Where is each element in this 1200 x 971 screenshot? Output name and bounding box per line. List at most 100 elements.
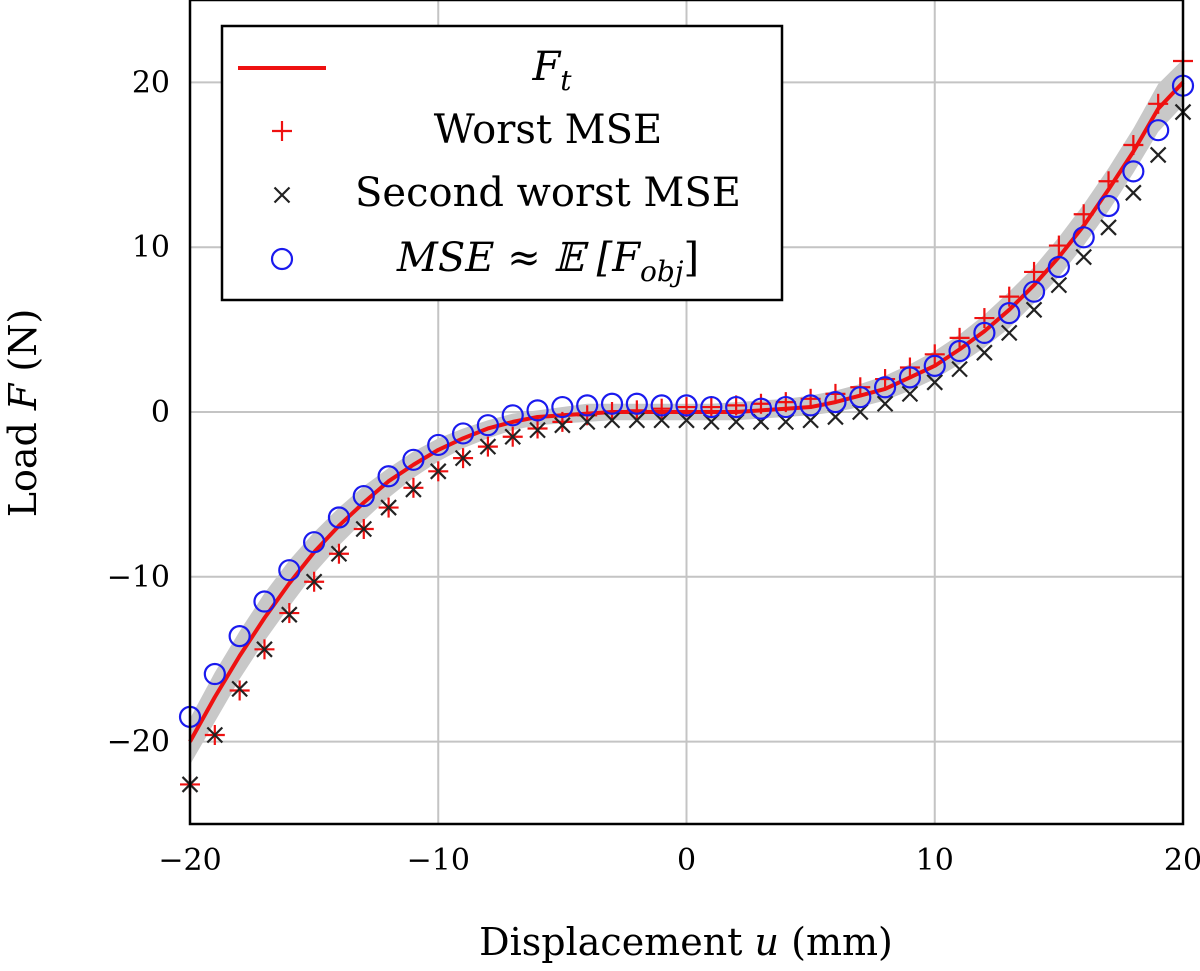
point-mse-expected [1022,280,1046,303]
point-second-worst-mse [578,413,596,431]
point-second-worst-mse [206,726,224,744]
x-tick-label: 0 [677,843,696,878]
point-mse-expected [402,448,425,471]
point-second-worst-mse-b [1025,301,1043,319]
point-mse-expected [973,321,996,344]
point-second-worst-mse [479,438,497,455]
point-second-worst-mse [1149,146,1167,164]
point-worst-mse [701,397,722,418]
legend-swatch-worst [272,121,292,141]
point-second-worst-mse-b [1125,184,1142,202]
point-second-worst-mse-b [479,438,497,455]
plot-series [178,50,1195,795]
point-worst-mse [1073,204,1094,225]
point-second-worst-mse [454,449,472,467]
point-second-worst-mse [1025,301,1043,319]
legend-label-mse-expected: MSE ≈ 𝔼 [Fobj] [396,235,699,288]
point-second-worst-mse-b [578,413,596,431]
point-second-worst-mse [901,385,919,403]
point-second-worst-mse [628,411,646,429]
point-second-worst-mse-b [405,481,422,498]
point-mse-expected [873,376,897,399]
point-second-worst-mse [926,374,944,391]
y-tick-label: −20 [107,725,170,760]
point-mse-expected [824,391,847,414]
legend-label-mse-sub: obj [640,255,684,288]
point-second-worst-mse [876,395,894,413]
point-mse-expected [1072,226,1095,249]
point-second-worst-mse [1100,219,1117,236]
point-worst-mse [229,680,250,701]
legend: Ft Worst MSE Second worst MSE MSE ≈ 𝔼 [F… [220,24,784,302]
legend-label-ft: Ft [531,44,572,97]
point-second-worst-mse-b [454,449,472,467]
point-mse-expected [253,590,276,613]
point-mse-expected [526,399,549,422]
point-second-worst-mse [330,545,348,563]
point-mse-expected [1122,160,1145,183]
legend-swatch-mse-expected [270,247,294,271]
point-second-worst-mse-b [926,374,944,391]
legend-label-ft-main: F [531,44,561,90]
point-mse-expected [799,394,822,417]
point-mse-expected [1147,119,1170,142]
point-mse-expected [600,392,624,415]
point-mse-expected [203,662,226,686]
point-second-worst-mse-b [554,416,571,434]
point-second-worst-mse-b [1000,324,1018,342]
point-mse-expected [700,395,723,419]
point-mse-expected [774,395,797,419]
point-second-worst-mse [976,344,993,361]
legend-label-mse-tail: ] [683,235,699,281]
series-3 [178,74,1195,728]
tick-labels: −20 −10 0 10 20 −20 −10 0 10 20 [107,65,1200,878]
point-mse-expected [1097,194,1120,218]
legend-label-second-worst: Second worst MSE [355,170,741,216]
point-worst-mse [1123,135,1144,156]
point-worst-mse [1024,261,1045,282]
point-mse-expected [303,531,326,554]
x-tick-label: 20 [1164,843,1200,878]
point-second-worst-mse [504,428,522,445]
point-worst-mse [1048,235,1069,256]
x-axis-label-text: Displacement [479,920,742,964]
point-worst-mse [924,344,945,365]
point-mse-expected [476,414,499,437]
point-mse-expected [998,302,1021,325]
y-axis-label-unit: (N) [1,309,45,372]
point-second-worst-mse [380,499,397,516]
point-second-worst-mse [603,411,621,429]
point-mse-expected [675,394,698,417]
point-second-worst-mse [1075,248,1092,266]
point-second-worst-mse-b [529,421,546,439]
point-worst-mse [552,411,573,432]
y-tick-label: 10 [132,230,170,265]
point-worst-mse [974,308,995,329]
point-second-worst-mse [1000,324,1018,342]
plot-frame [188,0,1185,826]
point-second-worst-mse [951,360,968,378]
point-mse-expected [650,394,673,417]
point-mse-expected [898,366,922,389]
point-second-worst-mse [405,481,422,498]
x-axis-label: Displacement u (mm) [479,920,893,964]
point-mse-expected [923,354,946,377]
point-second-worst-mse [256,641,273,658]
point-second-worst-mse-b [901,385,919,403]
point-second-worst-mse [231,680,248,698]
legend-box [220,24,784,302]
point-second-worst-mse [355,520,373,538]
point-second-worst-mse-b [330,545,348,563]
point-second-worst-mse [1050,276,1068,294]
point-mse-expected [327,506,351,529]
point-mse-expected [352,484,375,508]
point-second-worst-mse-b [976,344,993,361]
x-tick-label: −10 [407,843,470,878]
point-second-worst-mse-b [1100,219,1117,236]
legend-marker-cross [273,186,291,204]
point-mse-expected [948,339,971,363]
y-axis-label: Load F (N) [1,309,45,518]
point-worst-mse [279,603,300,624]
point-second-worst-mse-b [1050,276,1068,294]
